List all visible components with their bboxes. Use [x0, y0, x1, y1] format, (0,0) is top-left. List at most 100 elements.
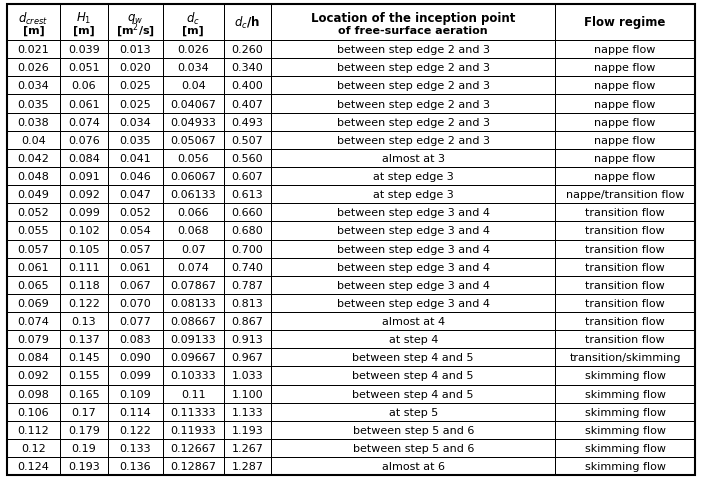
Text: transition/skimming: transition/skimming [569, 353, 681, 362]
Text: 0.19: 0.19 [72, 443, 96, 453]
Bar [223, 439, 272, 457]
Text: transition flow: transition flow [585, 316, 665, 326]
Bar [555, 41, 695, 59]
Text: 0.114: 0.114 [119, 407, 152, 417]
Text: $H_1$: $H_1$ [77, 11, 92, 26]
Text: skimming flow: skimming flow [585, 461, 665, 471]
Bar [163, 186, 223, 204]
Text: skimming flow: skimming flow [585, 407, 665, 417]
Bar [555, 457, 695, 475]
Text: 0.069: 0.069 [18, 299, 49, 308]
Text: 1.267: 1.267 [232, 443, 263, 453]
Text: 0.507: 0.507 [232, 135, 263, 145]
Bar [163, 77, 223, 95]
Text: between step 4 and 5: between step 4 and 5 [352, 389, 474, 399]
Bar [7, 240, 60, 258]
Bar [163, 294, 223, 312]
Bar [555, 312, 695, 330]
Bar [223, 367, 272, 385]
Bar [7, 132, 60, 150]
Bar [555, 240, 695, 258]
Bar [223, 77, 272, 95]
Bar [272, 258, 555, 276]
Text: [m]: [m] [22, 26, 44, 36]
Bar [7, 113, 60, 132]
Text: 0.607: 0.607 [232, 172, 263, 181]
Bar [60, 204, 108, 222]
Text: 0.026: 0.026 [18, 63, 49, 73]
Bar [60, 348, 108, 367]
Bar [163, 348, 223, 367]
Text: 0.08133: 0.08133 [171, 299, 216, 308]
Bar [223, 403, 272, 421]
Text: 0.079: 0.079 [18, 335, 49, 345]
Bar [555, 276, 695, 294]
Bar [272, 168, 555, 186]
Bar [223, 276, 272, 294]
Bar [272, 204, 555, 222]
Text: 1.100: 1.100 [232, 389, 263, 399]
Text: 0.077: 0.077 [119, 316, 152, 326]
Text: nappe flow: nappe flow [595, 135, 656, 145]
Bar [7, 168, 60, 186]
Bar [272, 403, 555, 421]
Text: 0.124: 0.124 [18, 461, 49, 471]
Text: 0.061: 0.061 [120, 262, 152, 272]
Bar [7, 59, 60, 77]
Bar [163, 421, 223, 439]
Text: nappe flow: nappe flow [595, 154, 656, 164]
Bar [272, 186, 555, 204]
Text: between step edge 3 and 4: between step edge 3 and 4 [337, 226, 490, 236]
Bar [555, 421, 695, 439]
Bar [60, 403, 108, 421]
Text: 0.04933: 0.04933 [171, 118, 216, 127]
Text: 0.013: 0.013 [120, 45, 152, 55]
Bar [163, 457, 223, 475]
Bar [7, 150, 60, 168]
Bar [108, 457, 163, 475]
Bar [108, 95, 163, 113]
Bar [60, 150, 108, 168]
Bar [7, 403, 60, 421]
Bar [555, 132, 695, 150]
Bar [108, 222, 163, 240]
Bar [108, 258, 163, 276]
Text: 0.046: 0.046 [119, 172, 152, 181]
Text: between step 5 and 6: between step 5 and 6 [352, 425, 474, 435]
Bar [108, 113, 163, 132]
Text: 0.04: 0.04 [181, 81, 206, 91]
Text: 0.136: 0.136 [120, 461, 152, 471]
Text: 0.057: 0.057 [119, 244, 152, 254]
Bar [108, 403, 163, 421]
Text: 0.049: 0.049 [18, 190, 49, 200]
Bar [223, 312, 272, 330]
Bar [60, 5, 108, 41]
Text: transition flow: transition flow [585, 262, 665, 272]
Text: 0.13: 0.13 [72, 316, 96, 326]
Bar [108, 150, 163, 168]
Text: 0.08667: 0.08667 [171, 316, 216, 326]
Bar [60, 113, 108, 132]
Text: 0.660: 0.660 [232, 208, 263, 218]
Bar [108, 59, 163, 77]
Text: transition flow: transition flow [585, 208, 665, 218]
Text: 0.122: 0.122 [119, 425, 152, 435]
Bar [272, 457, 555, 475]
Bar [7, 77, 60, 95]
Text: 0.09133: 0.09133 [171, 335, 216, 345]
Text: of free-surface aeration: of free-surface aeration [338, 26, 488, 36]
Text: 0.560: 0.560 [232, 154, 263, 164]
Bar [555, 95, 695, 113]
Bar [223, 294, 272, 312]
Text: between step edge 3 and 4: between step edge 3 and 4 [337, 299, 490, 308]
Bar [223, 385, 272, 403]
Text: between step edge 2 and 3: between step edge 2 and 3 [337, 45, 490, 55]
Bar [223, 330, 272, 348]
Text: 0.06: 0.06 [72, 81, 96, 91]
Text: 0.061: 0.061 [18, 262, 49, 272]
Text: 0.034: 0.034 [178, 63, 209, 73]
Text: 0.11333: 0.11333 [171, 407, 216, 417]
Bar [60, 41, 108, 59]
Text: 0.165: 0.165 [68, 389, 100, 399]
Bar [223, 204, 272, 222]
